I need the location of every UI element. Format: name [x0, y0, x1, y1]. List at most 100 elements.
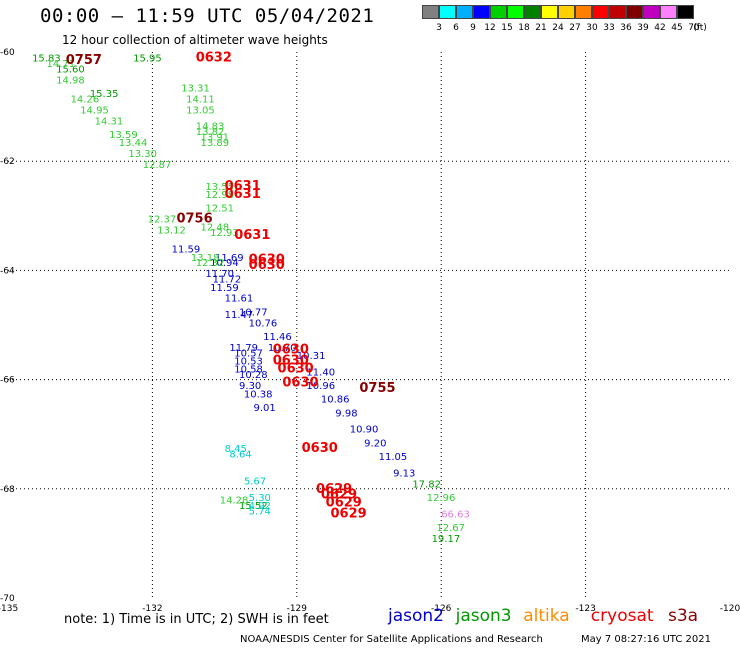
wave-height-label: 11.59 [210, 283, 239, 294]
wave-height-label: 17.82 [412, 479, 441, 490]
wave-height-label: 11.70 [205, 269, 234, 280]
pass-time-label: 0631 [225, 187, 261, 202]
wave-height-label: 14.11 [186, 94, 215, 105]
wave-height-label: 11.72 [213, 275, 242, 286]
pass-time-label: 0632 [196, 50, 232, 65]
y-tick-label: -60 [0, 48, 15, 58]
wave-height-label: 12.96 [427, 493, 456, 504]
wave-height-label: 14.83 [196, 122, 225, 133]
colorbar-swatch [439, 5, 456, 19]
pass-time-label: 0630 [273, 343, 309, 358]
wave-height-label: 14.98 [56, 75, 85, 86]
wave-height-label: 10.57 [234, 348, 263, 359]
colorbar-swatch [677, 5, 694, 19]
wave-height-label: 10.94 [210, 258, 239, 269]
y-tick-label: -66 [0, 376, 15, 386]
wave-height-label: 13.31 [181, 83, 210, 94]
wave-height-label: 10.90 [350, 425, 379, 436]
wave-height-label: 14.95 [80, 105, 109, 116]
colorbar-label: 30 [586, 23, 598, 33]
wave-height-label: 9.30 [239, 381, 261, 392]
legend-item-jason3: jason3 [455, 606, 512, 626]
wave-height-label: 11.46 [263, 332, 292, 343]
pass-time-label: 0755 [359, 381, 395, 396]
colorbar-swatch [660, 5, 677, 19]
chart-title: 00:00 – 11:59 UTC 05/04/2021 [40, 5, 375, 27]
y-tick-label: -68 [0, 485, 15, 495]
colorbar-label: 18 [518, 23, 530, 33]
y-tick-label: -70 [0, 594, 15, 604]
wave-height-label: 9.98 [335, 408, 357, 419]
wave-height-label: 11.05 [379, 452, 408, 463]
wave-height-label: 13.89 [201, 138, 230, 149]
wave-height-label: 4.92 [249, 501, 271, 512]
wave-height-label: 10.76 [249, 318, 278, 329]
pass-time-label: 0630 [249, 252, 285, 267]
colorbar-swatch [490, 5, 507, 19]
pass-time-label: 0629 [321, 487, 357, 502]
pass-time-label: 0756 [176, 212, 212, 227]
colorbar-swatch [422, 5, 439, 19]
wave-height-label: 15.52 [239, 501, 268, 512]
colorbar-swatch [592, 5, 609, 19]
pass-time-label: 0630 [273, 353, 309, 368]
wave-height-label: 12.67 [436, 523, 465, 534]
wave-height-label: 13.44 [119, 138, 148, 149]
wave-height-label: 12.98 [205, 190, 234, 201]
colorbar-swatch [507, 5, 524, 19]
pass-time-label: 0629 [330, 506, 366, 521]
colorbar-swatch [456, 5, 473, 19]
pass-time-label: 0629 [316, 482, 352, 497]
colorbar-label: 6 [453, 23, 459, 33]
wave-height-label: 11.59 [172, 245, 201, 256]
pass-time-label: 0630 [249, 258, 285, 273]
wave-height-label: 19.17 [432, 534, 461, 545]
wave-height-label: 13.18 [191, 253, 220, 264]
wave-height-label: 9.13 [393, 468, 415, 479]
footer-note: note: 1) Time is in UTC; 2) SWH is in fe… [64, 612, 329, 627]
wave-height-label: 13.91 [201, 133, 230, 144]
pass-time-label: 0757 [66, 53, 102, 68]
colorbar-label: 12 [484, 23, 496, 33]
colorbar-label: 15 [501, 23, 513, 33]
wave-height-label: 11.61 [225, 294, 254, 305]
wave-height-label: 66.63 [441, 509, 470, 520]
wave-height-label: 10.86 [321, 395, 350, 406]
wave-height-label: 10.31 [297, 351, 326, 362]
legend-item-cryosat: cryosat [590, 606, 654, 626]
colorbar-label: 27 [569, 23, 581, 33]
pass-time-label: 0629 [326, 495, 362, 510]
x-tick-label: -132 [142, 604, 162, 614]
wave-height-label: 14.28 [220, 496, 249, 507]
wave-height-label: 15.60 [56, 64, 85, 75]
wave-height-label: 11.40 [306, 367, 335, 378]
pass-time-label: 0630 [278, 362, 314, 377]
wave-height-label: 14.31 [95, 116, 124, 127]
wave-height-label: 10.53 [234, 356, 263, 367]
wave-height-label: 11.47 [225, 310, 254, 321]
wave-height-label: 5.30 [249, 493, 271, 504]
wave-height-label: 12.48 [201, 223, 230, 234]
wave-height-label: 10.96 [306, 381, 335, 392]
wave-height-label: 14.71 [47, 59, 76, 70]
wave-height-label: 15.83 [32, 53, 61, 64]
credit-line: NOAA/NESDIS Center for Satellite Applica… [240, 634, 543, 645]
colorbar-unit: (ft) [693, 23, 707, 33]
colorbar-swatch [524, 5, 541, 19]
wave-height-label: 12.37 [148, 215, 177, 226]
wave-height-label: 11.79 [229, 343, 258, 354]
colorbar-swatch [473, 5, 490, 19]
colorbar-label: 45 [671, 23, 683, 33]
wave-height-label: 13.12 [157, 225, 186, 236]
x-tick-label: -129 [287, 604, 308, 614]
colorbar-label: 33 [603, 23, 615, 33]
pass-time-label: 0630 [302, 441, 338, 456]
wave-height-label: 10.28 [239, 370, 268, 381]
legend-item-jason2: jason2 [388, 606, 444, 626]
wave-height-label: 12.32 [196, 258, 225, 269]
legend-item-altika: altika [523, 606, 570, 626]
wave-height-label: 10.38 [244, 389, 273, 400]
wave-height-label: 13.59 [109, 130, 138, 141]
x-tick-label: -120 [720, 604, 740, 614]
colorbar-swatch [541, 5, 558, 19]
